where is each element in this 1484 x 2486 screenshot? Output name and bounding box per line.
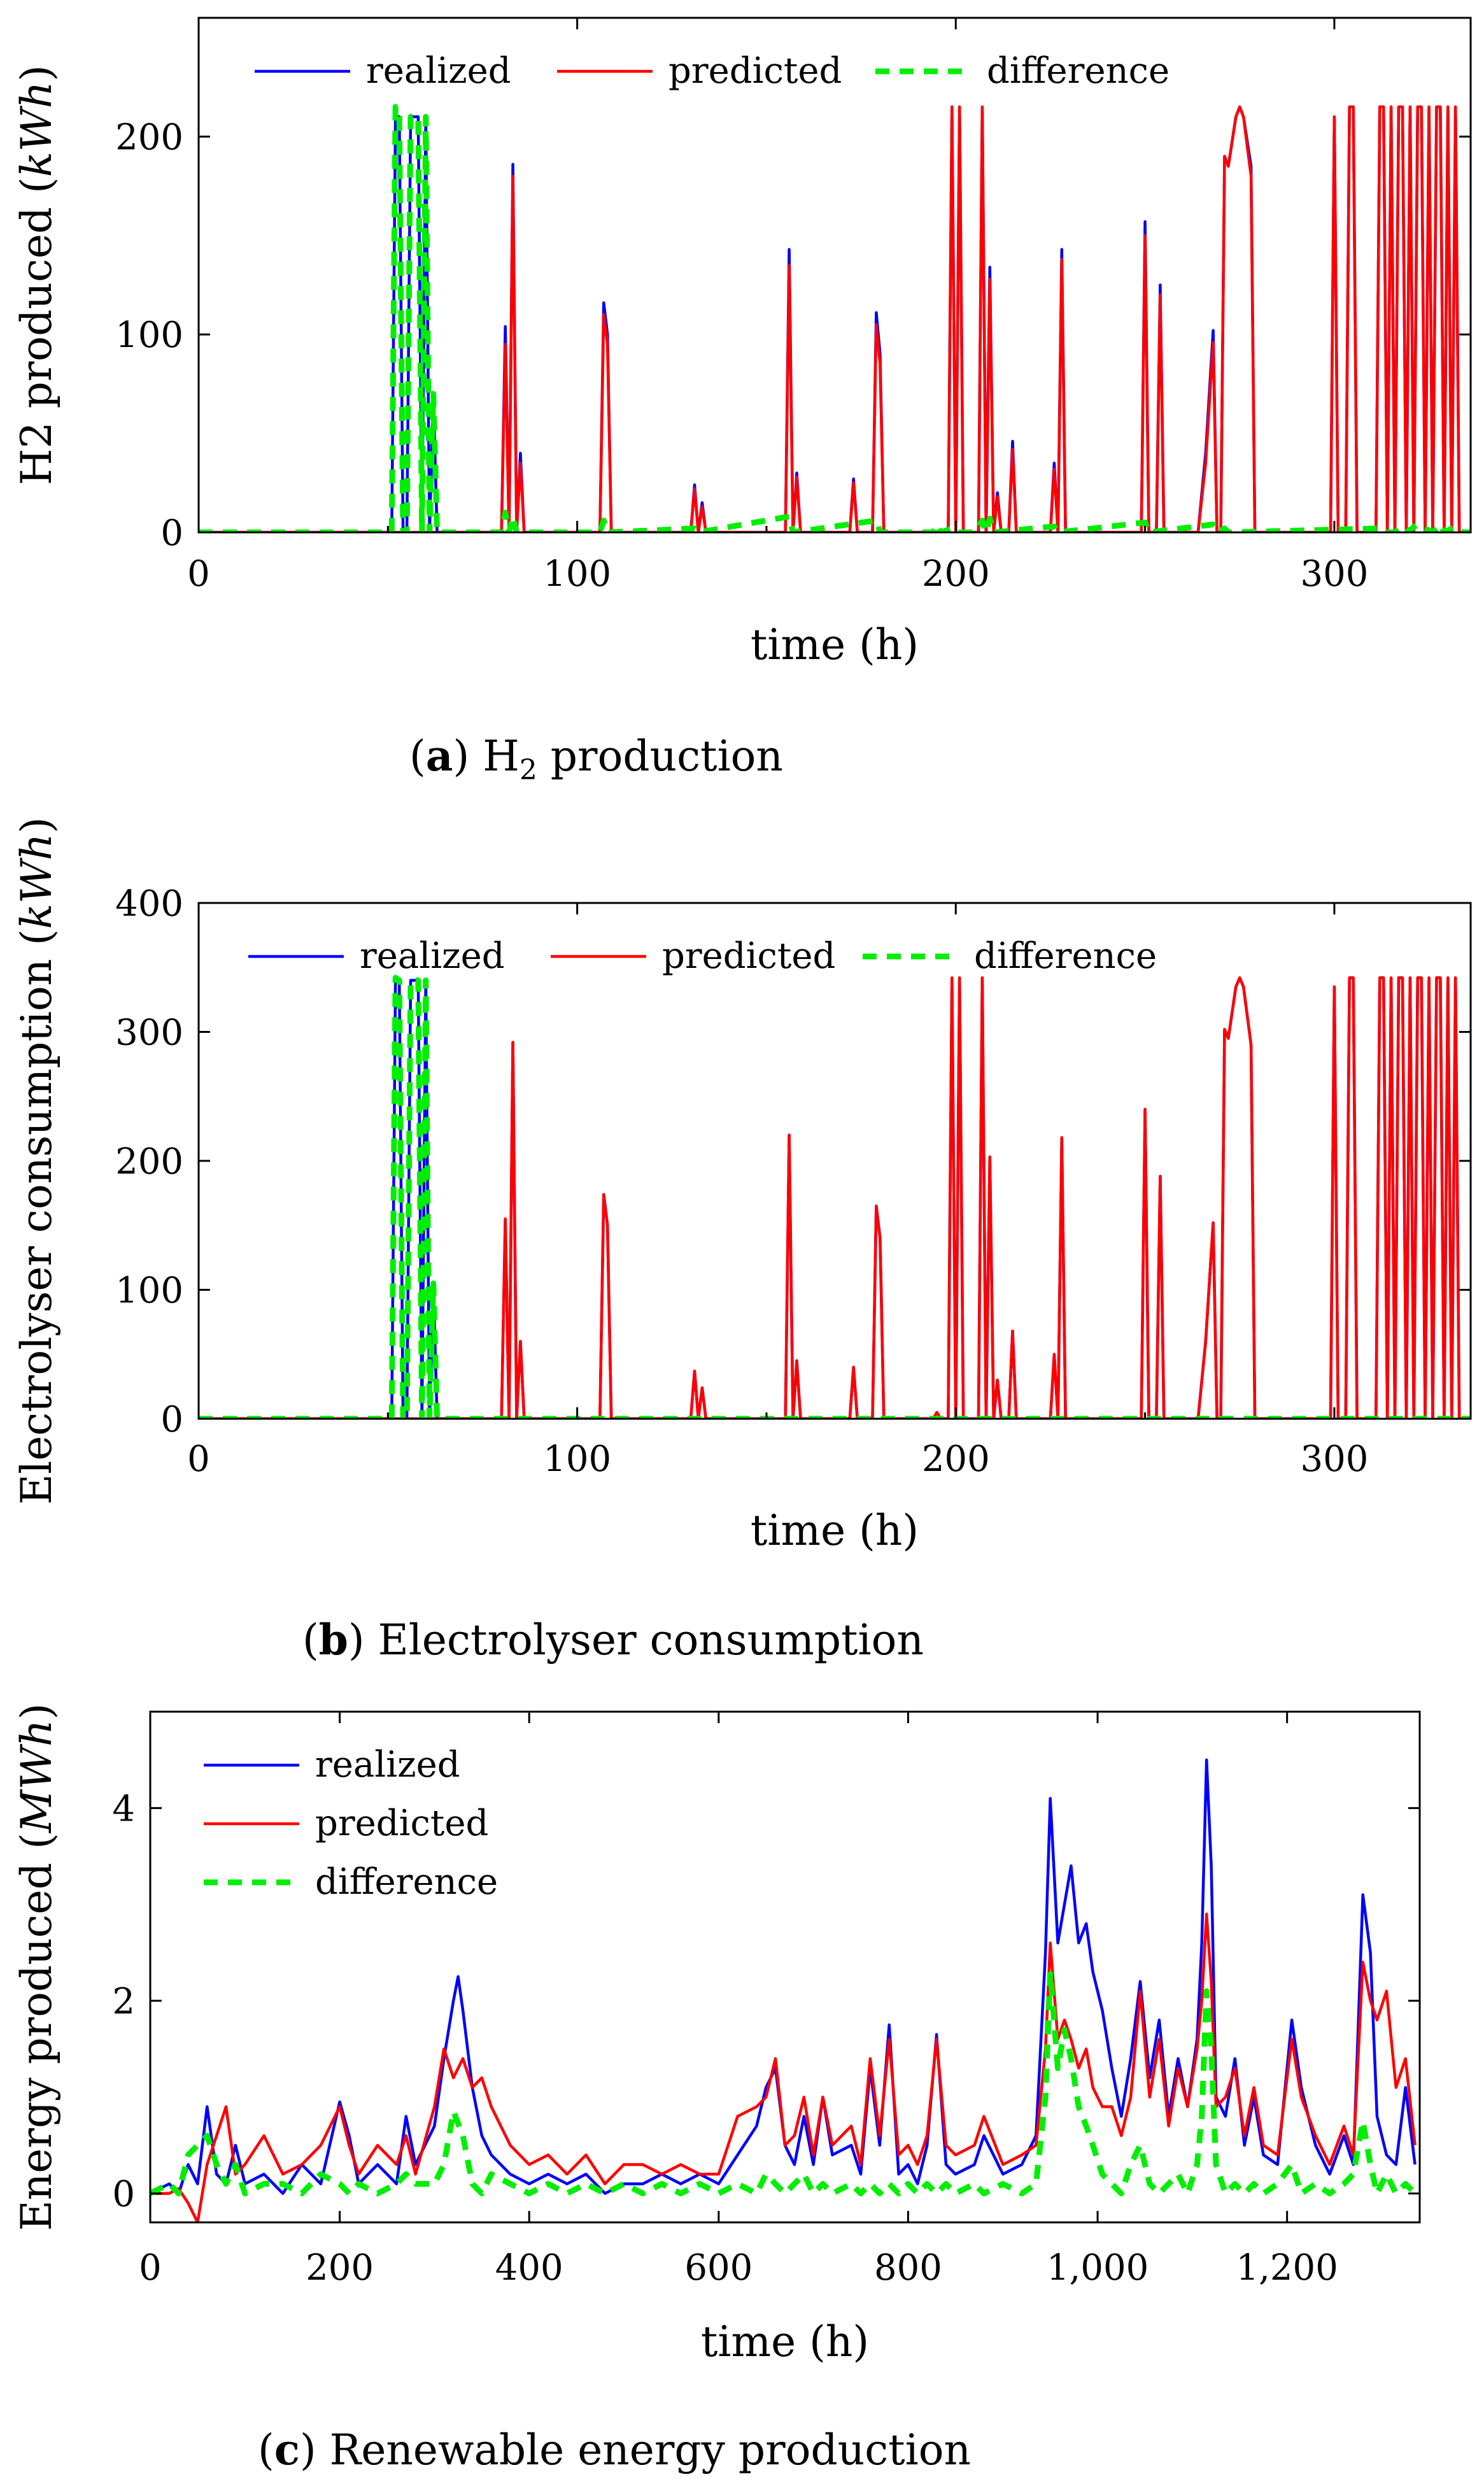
x-axis-label: time (h): [751, 1506, 919, 1555]
y-tick-label: 0: [112, 2174, 135, 2215]
y-axis-label: Energy produced (MWh): [12, 1703, 61, 2231]
axis-frame: [197, 17, 1472, 534]
x-tick-label: 600: [684, 2247, 753, 2289]
x-tick-label: 0: [187, 553, 210, 595]
x-tick-label: 100: [543, 1438, 611, 1480]
y-tick-label: 0: [160, 1399, 183, 1440]
series-difference-line: [150, 1969, 1417, 2197]
x-tick-label: 1,200: [1236, 2247, 1338, 2289]
y-axis-label: H2 produced (kWh): [12, 65, 61, 485]
y-tick-label: 100: [115, 1270, 183, 1312]
y-tick-label: 200: [115, 117, 183, 158]
chart-c: 0 200 400 600 800 1,000 1,200 0 2 4 time (h) Energy…: [12, 1703, 1421, 2475]
series-difference-line: [199, 975, 1471, 1419]
legend: realized predicted difference: [248, 935, 1157, 977]
series-predicted-line: [199, 976, 1471, 1419]
caption: (a) H2 production: [409, 731, 783, 786]
legend-label-difference: difference: [315, 1861, 498, 1903]
x-tick-label: 300: [1300, 553, 1368, 595]
legend-label-difference: difference: [974, 935, 1157, 977]
series-realized-line: [199, 105, 1471, 532]
series-difference-line: [199, 104, 1471, 532]
y-tick-label: 200: [115, 1141, 183, 1183]
legend: realized predicted difference: [255, 50, 1170, 92]
x-axis-label: time (h): [701, 2317, 869, 2366]
legend-label-realized: realized: [360, 935, 505, 977]
x-tick-label: 200: [922, 1438, 990, 1480]
series-realized-line: [150, 1758, 1417, 2195]
x-tick-label: 0: [139, 2247, 162, 2289]
x-tick-label: 0: [187, 1438, 210, 1480]
y-tick-label: 300: [115, 1012, 183, 1054]
x-tick-label: 200: [922, 553, 990, 595]
y-axis-label: Electrolyser consumption (kWh): [12, 817, 61, 1505]
x-tick-label: 400: [495, 2247, 563, 2289]
x-tick-label: 800: [874, 2247, 942, 2289]
legend-label-predicted: predicted: [315, 1803, 488, 1844]
legend-label-predicted: predicted: [662, 935, 835, 977]
series-predicted-line: [150, 1912, 1417, 2222]
series-realized-line: [199, 976, 1471, 1419]
y-tick-label: 4: [112, 1788, 135, 1829]
y-tick-label: 2: [112, 1981, 135, 2022]
caption: (b) Electrolyser consumption: [302, 1615, 924, 1665]
y-tick-label: 100: [115, 315, 183, 356]
x-tick-label: 1,000: [1047, 2247, 1148, 2289]
y-tick-label: 0: [160, 513, 183, 554]
x-tick-label: 300: [1300, 1438, 1368, 1480]
x-tick-label: 200: [306, 2247, 374, 2289]
caption: (c) Renewable energy production: [258, 2425, 971, 2475]
x-axis-label: time (h): [751, 620, 919, 669]
legend-label-realized: realized: [366, 50, 511, 92]
y-tick-label: 400: [115, 883, 183, 925]
axis-frame: [197, 902, 1472, 1420]
legend-label-realized: realized: [315, 1744, 460, 1786]
x-tick-label: 100: [543, 553, 611, 595]
series-predicted-line: [199, 105, 1471, 532]
legend-label-predicted: predicted: [668, 50, 842, 92]
legend-label-difference: difference: [987, 50, 1170, 92]
axis-frame: [149, 1710, 1421, 2224]
legend: realized predicted difference: [204, 1744, 498, 1903]
chart-b: 0 100 200 300 0 100 200 300 400 time (h) Electroly…: [12, 817, 1472, 1665]
